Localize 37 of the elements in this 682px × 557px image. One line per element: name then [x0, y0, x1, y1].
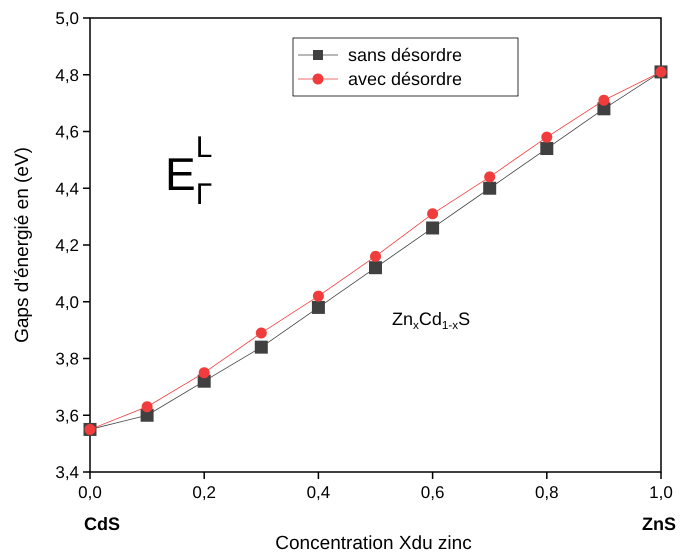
y-tick-label: 3,6 — [55, 406, 79, 426]
legend-label: avec désordre — [348, 69, 462, 89]
y-tick-label: 4,0 — [55, 292, 79, 312]
point — [541, 132, 552, 143]
x-tick-label: 0,6 — [420, 483, 444, 502]
point — [369, 261, 382, 274]
annotation: Zn$_{x}$Cd$_{1-x}$S — [392, 309, 470, 332]
x-axis-title: Concentration Xdu zinc — [275, 533, 472, 554]
text: CdS — [84, 514, 120, 534]
y-tick-label: 3,4 — [55, 463, 79, 482]
point — [427, 208, 438, 220]
point — [254, 340, 268, 354]
x-tick-label: 0,4 — [306, 483, 330, 502]
y-tick-label: 4,8 — [55, 66, 79, 85]
y-tick-label: 3,8 — [55, 350, 79, 368]
y-tick-label: 4,2 — [55, 236, 79, 255]
y-tick-label: 4,6 — [55, 122, 79, 142]
y-axis-title: Gaps d'énergié en (eV) — [12, 147, 33, 343]
y-tick-label: 5,0 — [55, 9, 79, 28]
point — [312, 290, 324, 302]
point — [142, 401, 153, 412]
point — [312, 300, 325, 314]
point — [256, 327, 267, 338]
point — [540, 142, 554, 156]
point — [483, 182, 496, 195]
text: ZnS — [642, 514, 676, 534]
legend-label: sans désordre — [348, 45, 462, 65]
point — [370, 250, 381, 262]
x-tick-label: 0,0 — [78, 483, 102, 502]
point — [598, 94, 610, 106]
x-tick-label: 0,2 — [192, 483, 216, 502]
x-tick-label: 0,8 — [534, 483, 559, 502]
y-tick-label: 4,4 — [55, 179, 79, 198]
point — [426, 221, 440, 234]
point — [484, 171, 496, 182]
point — [198, 367, 210, 378]
x-tick-label: 1,0 — [649, 483, 673, 502]
